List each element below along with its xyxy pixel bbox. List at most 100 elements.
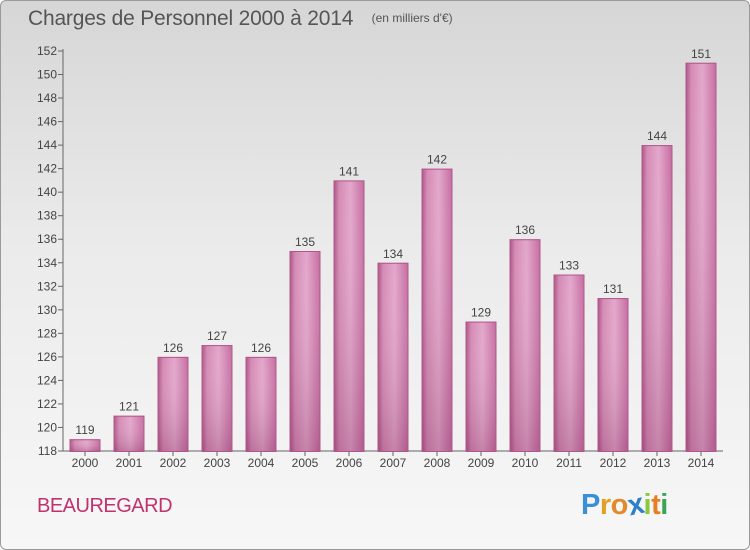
y-tick-label: 150 bbox=[37, 68, 57, 82]
x-tick-label: 2014 bbox=[688, 456, 715, 470]
y-tick-label: 118 bbox=[38, 444, 57, 458]
x-tick-label: 2005 bbox=[292, 456, 319, 470]
y-tick-label: 124 bbox=[37, 373, 57, 387]
y-tick-label: 144 bbox=[37, 138, 57, 152]
commune-name: BEAUREGARD bbox=[37, 495, 173, 517]
bar-outline bbox=[685, 62, 717, 452]
bar-2014 bbox=[685, 62, 717, 452]
data-label: 126 bbox=[251, 341, 271, 355]
y-tick-label: 142 bbox=[37, 162, 57, 176]
y-tick-label: 152 bbox=[37, 44, 57, 58]
bar-outline bbox=[421, 168, 453, 452]
chart-subtitle: (en milliers d'€) bbox=[371, 11, 453, 25]
bar-outline bbox=[245, 356, 277, 452]
bar-outline bbox=[157, 356, 189, 452]
y-tick-label: 120 bbox=[37, 420, 57, 434]
x-tick-label: 2004 bbox=[248, 456, 275, 470]
data-label: 136 bbox=[515, 223, 535, 237]
title-block: Charges de Personnel 2000 à 2014 (en mil… bbox=[28, 7, 453, 31]
logo-letter: P bbox=[581, 489, 600, 521]
data-label: 144 bbox=[647, 129, 667, 143]
x-tick-label: 2002 bbox=[160, 456, 187, 470]
bar-shade bbox=[289, 251, 321, 451]
bar-2004 bbox=[245, 356, 277, 452]
x-tick-label: 2011 bbox=[556, 456, 582, 470]
bar-2002 bbox=[157, 356, 189, 452]
bar-shade bbox=[553, 274, 585, 451]
bar-outline bbox=[597, 298, 629, 453]
bar-shade bbox=[69, 439, 101, 451]
bar-outline bbox=[553, 274, 585, 452]
bar-outline bbox=[509, 239, 541, 452]
bar-2012 bbox=[597, 298, 629, 453]
bar-2009 bbox=[465, 321, 497, 452]
bar-shade bbox=[113, 415, 145, 451]
bar-2008 bbox=[421, 168, 453, 452]
x-tick-label: 2008 bbox=[424, 456, 451, 470]
data-label: 127 bbox=[207, 329, 227, 343]
x-tick-label: 2001 bbox=[116, 456, 143, 470]
bar-2003 bbox=[201, 345, 233, 452]
data-label: 131 bbox=[603, 282, 623, 296]
bar-2000 bbox=[69, 439, 101, 452]
proxiti-logo: Proxiti bbox=[581, 488, 668, 523]
x-tick-label: 2000 bbox=[72, 456, 99, 470]
y-tick-label: 130 bbox=[37, 303, 57, 317]
bar-2006 bbox=[333, 180, 365, 452]
data-label: 134 bbox=[383, 247, 403, 261]
logo-letter: i bbox=[643, 489, 652, 521]
bar-outline bbox=[465, 321, 497, 452]
bar-shade bbox=[377, 262, 409, 451]
bar-2007 bbox=[377, 262, 409, 452]
x-tick-label: 2012 bbox=[600, 456, 627, 470]
logo-letter: t bbox=[651, 489, 661, 521]
bar-outline bbox=[333, 180, 365, 452]
bar-outline bbox=[377, 262, 409, 452]
data-label: 151 bbox=[691, 47, 711, 61]
data-label: 141 bbox=[339, 164, 359, 178]
y-tick-label: 122 bbox=[37, 397, 57, 411]
data-label: 121 bbox=[119, 400, 139, 414]
bar-2005 bbox=[289, 251, 321, 452]
y-tick-label: 138 bbox=[37, 209, 57, 223]
y-tick-label: 132 bbox=[37, 279, 57, 293]
bar-outline bbox=[113, 415, 145, 452]
bar-shade bbox=[245, 356, 277, 451]
bar-shade bbox=[465, 321, 497, 451]
data-label: 129 bbox=[471, 306, 491, 320]
data-label: 142 bbox=[427, 153, 447, 167]
x-tick-label: 2006 bbox=[336, 456, 363, 470]
x-tick-label: 2007 bbox=[380, 456, 407, 470]
logo-letter: r bbox=[599, 489, 611, 521]
y-tick-label: 128 bbox=[37, 326, 57, 340]
y-tick-label: 148 bbox=[37, 91, 57, 105]
bar-2011 bbox=[553, 274, 585, 452]
x-tick-label: 2010 bbox=[512, 456, 539, 470]
data-label: 133 bbox=[559, 259, 579, 273]
bar-2010 bbox=[509, 239, 541, 452]
bar-shade bbox=[597, 298, 629, 451]
x-tick-label: 2013 bbox=[644, 456, 671, 470]
logo-letter: o bbox=[610, 489, 629, 521]
logo-letter: i bbox=[660, 489, 668, 521]
y-tick-label: 134 bbox=[37, 256, 57, 270]
chart-title: Charges de Personnel 2000 à 2014 bbox=[28, 7, 354, 30]
bar-shade bbox=[201, 345, 233, 451]
data-label: 135 bbox=[295, 235, 315, 249]
x-tick-label: 2003 bbox=[204, 456, 231, 470]
bar-outline bbox=[201, 345, 233, 452]
bar-shade bbox=[641, 145, 673, 451]
bar-2013 bbox=[641, 145, 673, 452]
bar-shade bbox=[685, 62, 717, 451]
x-tick-label: 2009 bbox=[468, 456, 495, 470]
y-tick-label: 146 bbox=[37, 115, 57, 129]
bar-2001 bbox=[113, 415, 145, 452]
bar-outline bbox=[69, 439, 101, 452]
bar-shade bbox=[157, 356, 189, 451]
data-label: 126 bbox=[163, 341, 183, 355]
bar-shade bbox=[421, 168, 453, 451]
y-tick-label: 136 bbox=[37, 232, 57, 246]
data-label: 119 bbox=[75, 423, 94, 437]
